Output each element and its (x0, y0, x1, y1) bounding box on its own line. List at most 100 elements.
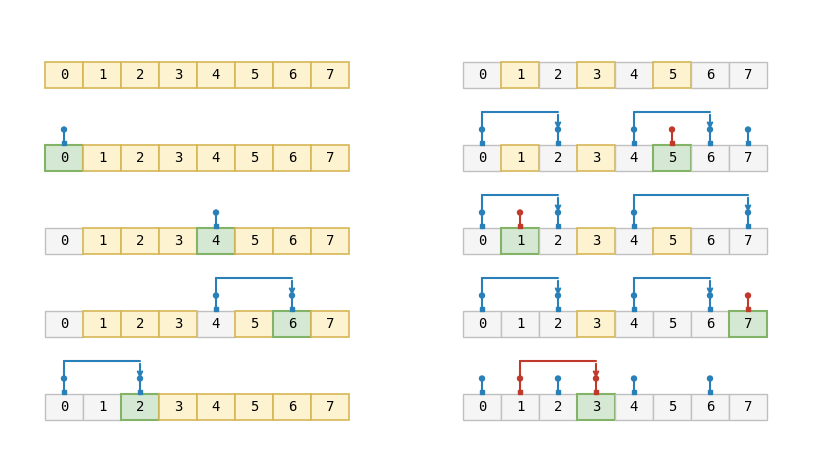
Text: 1: 1 (516, 68, 524, 82)
Text: 4: 4 (212, 68, 220, 82)
Circle shape (214, 293, 219, 298)
Bar (197, 62, 235, 88)
Circle shape (555, 293, 560, 298)
Bar (83, 311, 121, 337)
Text: 0: 0 (59, 317, 68, 331)
Bar (691, 62, 729, 88)
Text: 4: 4 (212, 151, 220, 165)
Text: 2: 2 (554, 400, 562, 414)
Bar (62, 141, 66, 145)
Text: 3: 3 (592, 234, 601, 248)
Text: 2: 2 (554, 317, 562, 331)
Text: 0: 0 (478, 68, 486, 82)
Bar (214, 307, 218, 311)
Text: 7: 7 (744, 151, 752, 165)
Bar (653, 228, 691, 254)
Bar (273, 145, 311, 171)
Bar (615, 62, 653, 88)
Bar (501, 228, 539, 254)
Bar (138, 390, 142, 394)
Circle shape (708, 293, 713, 298)
Text: 5: 5 (250, 68, 258, 82)
Text: 4: 4 (212, 317, 220, 331)
Text: 7: 7 (744, 234, 752, 248)
Text: 4: 4 (212, 234, 220, 248)
Bar (708, 141, 712, 145)
Bar (708, 307, 712, 311)
Text: 2: 2 (554, 234, 562, 248)
Bar (273, 228, 311, 254)
Bar (539, 62, 577, 88)
Bar (83, 394, 121, 420)
Bar (480, 307, 484, 311)
Bar (121, 62, 159, 88)
Bar (159, 62, 197, 88)
Circle shape (517, 210, 522, 215)
Bar (121, 311, 159, 337)
Text: 4: 4 (629, 234, 639, 248)
Text: 5: 5 (250, 234, 258, 248)
Text: 2: 2 (554, 151, 562, 165)
Bar (539, 228, 577, 254)
Text: 3: 3 (174, 400, 182, 414)
Bar (311, 62, 349, 88)
Bar (45, 228, 83, 254)
Text: 0: 0 (59, 234, 68, 248)
Bar (463, 62, 501, 88)
Text: 4: 4 (629, 317, 639, 331)
Bar (670, 141, 674, 145)
Bar (273, 311, 311, 337)
Bar (615, 394, 653, 420)
Bar (480, 224, 484, 228)
Circle shape (593, 376, 598, 381)
Bar (556, 224, 560, 228)
Bar (45, 145, 83, 171)
Bar (235, 394, 273, 420)
Text: 0: 0 (478, 317, 486, 331)
Text: 7: 7 (326, 151, 334, 165)
Text: 2: 2 (136, 400, 144, 414)
Circle shape (631, 210, 637, 215)
Text: 1: 1 (98, 151, 106, 165)
Bar (577, 394, 615, 420)
Text: 1: 1 (516, 151, 524, 165)
Text: 1: 1 (98, 400, 106, 414)
Text: 7: 7 (744, 68, 752, 82)
Text: 0: 0 (478, 234, 486, 248)
Text: 2: 2 (136, 68, 144, 82)
Circle shape (746, 210, 751, 215)
Text: 1: 1 (516, 317, 524, 331)
Text: 7: 7 (326, 400, 334, 414)
Text: 2: 2 (136, 317, 144, 331)
Text: 6: 6 (706, 234, 714, 248)
Bar (556, 141, 560, 145)
Bar (463, 145, 501, 171)
Bar (311, 394, 349, 420)
Text: 3: 3 (174, 151, 182, 165)
Bar (594, 390, 598, 394)
Circle shape (555, 210, 560, 215)
Circle shape (479, 376, 484, 381)
Text: 1: 1 (516, 234, 524, 248)
Bar (463, 228, 501, 254)
Bar (45, 311, 83, 337)
Bar (45, 62, 83, 88)
Bar (746, 141, 750, 145)
Text: 0: 0 (478, 151, 486, 165)
Bar (556, 390, 560, 394)
Bar (539, 311, 577, 337)
Text: 5: 5 (667, 151, 676, 165)
Bar (708, 390, 712, 394)
Text: 6: 6 (288, 317, 296, 331)
Text: 1: 1 (98, 68, 106, 82)
Text: 2: 2 (136, 234, 144, 248)
Circle shape (555, 376, 560, 381)
Bar (83, 62, 121, 88)
Circle shape (517, 376, 522, 381)
Bar (480, 141, 484, 145)
Circle shape (479, 210, 484, 215)
Text: 4: 4 (629, 68, 639, 82)
Circle shape (708, 376, 713, 381)
Bar (653, 394, 691, 420)
Text: 7: 7 (326, 234, 334, 248)
